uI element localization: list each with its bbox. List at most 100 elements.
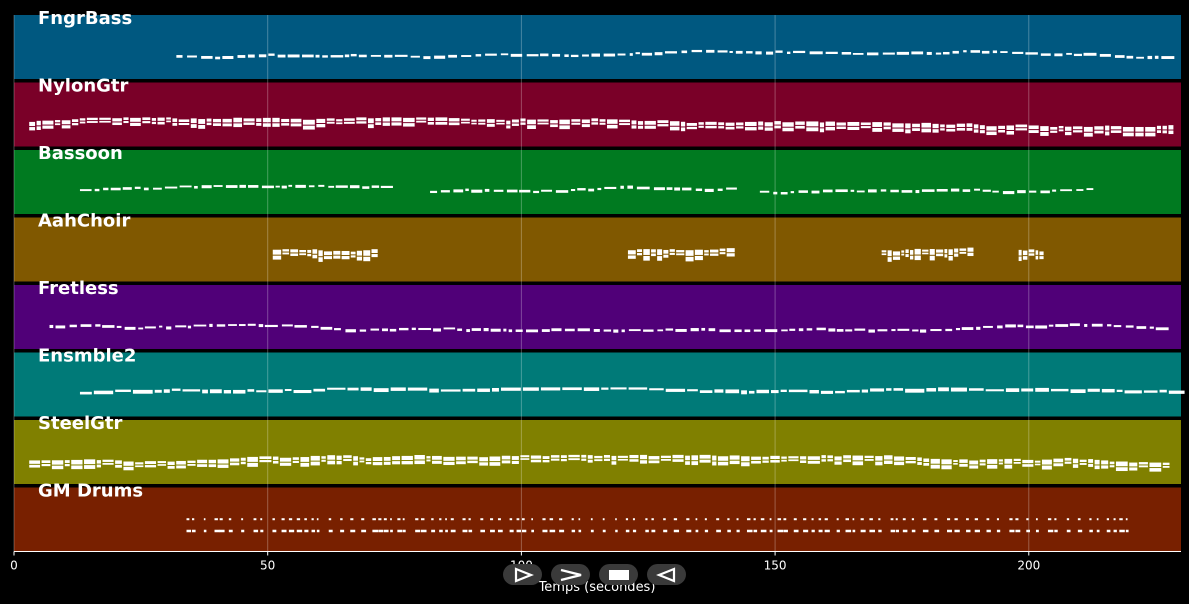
note: [367, 124, 374, 129]
note: [974, 188, 981, 191]
note: [302, 125, 315, 130]
note: [852, 52, 864, 55]
note: [955, 327, 961, 331]
note: [847, 126, 860, 131]
note: [530, 459, 542, 463]
drum-hit: [890, 529, 896, 533]
drum-hit: [186, 529, 192, 533]
drum-hit: [219, 518, 223, 521]
note: [854, 328, 866, 331]
note: [1029, 190, 1037, 193]
note: [741, 456, 750, 462]
note: [198, 124, 206, 129]
drum-hit: [769, 529, 773, 533]
note: [320, 326, 333, 330]
drum-hit: [521, 529, 527, 533]
note: [537, 122, 549, 125]
note: [112, 118, 122, 122]
drum-hit: [736, 529, 740, 533]
fast-forward-button[interactable]: [551, 564, 590, 585]
note: [914, 255, 921, 261]
note: [551, 328, 562, 332]
note: [685, 455, 690, 461]
rewind-button[interactable]: [647, 564, 686, 585]
note: [287, 54, 300, 58]
drum-hit: [922, 529, 929, 533]
drum-hit: [824, 529, 830, 533]
note: [1028, 125, 1039, 130]
note: [112, 122, 122, 126]
drum-hit: [673, 529, 680, 533]
note: [187, 55, 197, 58]
note: [901, 253, 905, 256]
note: [704, 250, 709, 253]
note: [698, 122, 704, 125]
note: [225, 185, 238, 188]
note: [852, 455, 864, 461]
note: [279, 462, 292, 466]
note: [176, 55, 183, 58]
note: [407, 387, 428, 391]
note: [212, 118, 222, 123]
drum-hit: [818, 518, 822, 521]
note: [360, 387, 372, 391]
note: [541, 189, 553, 192]
note: [753, 329, 761, 332]
note: [992, 50, 998, 54]
note: [1015, 128, 1028, 131]
drum-hit: [727, 518, 730, 521]
note: [350, 53, 357, 57]
note: [208, 464, 217, 468]
note: [699, 454, 711, 459]
play-button[interactable]: [503, 564, 542, 585]
note: [178, 122, 190, 126]
note: [649, 388, 664, 391]
note: [1005, 324, 1016, 328]
note: [1136, 326, 1147, 329]
note: [483, 328, 489, 332]
note: [520, 118, 526, 122]
note: [511, 123, 519, 126]
note: [247, 456, 258, 462]
note: [353, 461, 358, 466]
note: [892, 256, 901, 260]
note: [603, 329, 612, 332]
note: [691, 461, 699, 466]
note: [705, 125, 717, 129]
note: [629, 454, 639, 459]
drum-hit: [1047, 529, 1054, 533]
drum-hit: [878, 518, 881, 521]
note: [426, 459, 431, 462]
note: [84, 459, 96, 465]
note: [1114, 55, 1125, 58]
note: [259, 460, 272, 463]
note: [695, 188, 703, 191]
note: [201, 55, 213, 59]
note: [69, 324, 77, 328]
note: [217, 459, 229, 464]
note: [926, 388, 937, 392]
note: [657, 256, 663, 261]
drum-hit: [439, 529, 443, 533]
drum-hit: [1035, 518, 1038, 521]
note: [477, 388, 490, 392]
note: [157, 464, 167, 466]
note: [223, 390, 232, 394]
note: [1040, 53, 1051, 56]
note: [581, 119, 590, 124]
drum-hit: [378, 529, 384, 533]
note: [735, 50, 743, 54]
note: [310, 461, 320, 466]
note: [527, 119, 536, 125]
note: [294, 325, 307, 328]
note: [850, 189, 855, 192]
note: [751, 460, 761, 464]
drum-hit: [890, 518, 894, 521]
stop-button[interactable]: [599, 564, 638, 585]
note: [846, 389, 860, 393]
note: [998, 459, 1003, 462]
drum-hit: [902, 529, 908, 533]
drum-hit: [625, 518, 629, 521]
note: [372, 457, 383, 462]
note: [770, 455, 780, 460]
